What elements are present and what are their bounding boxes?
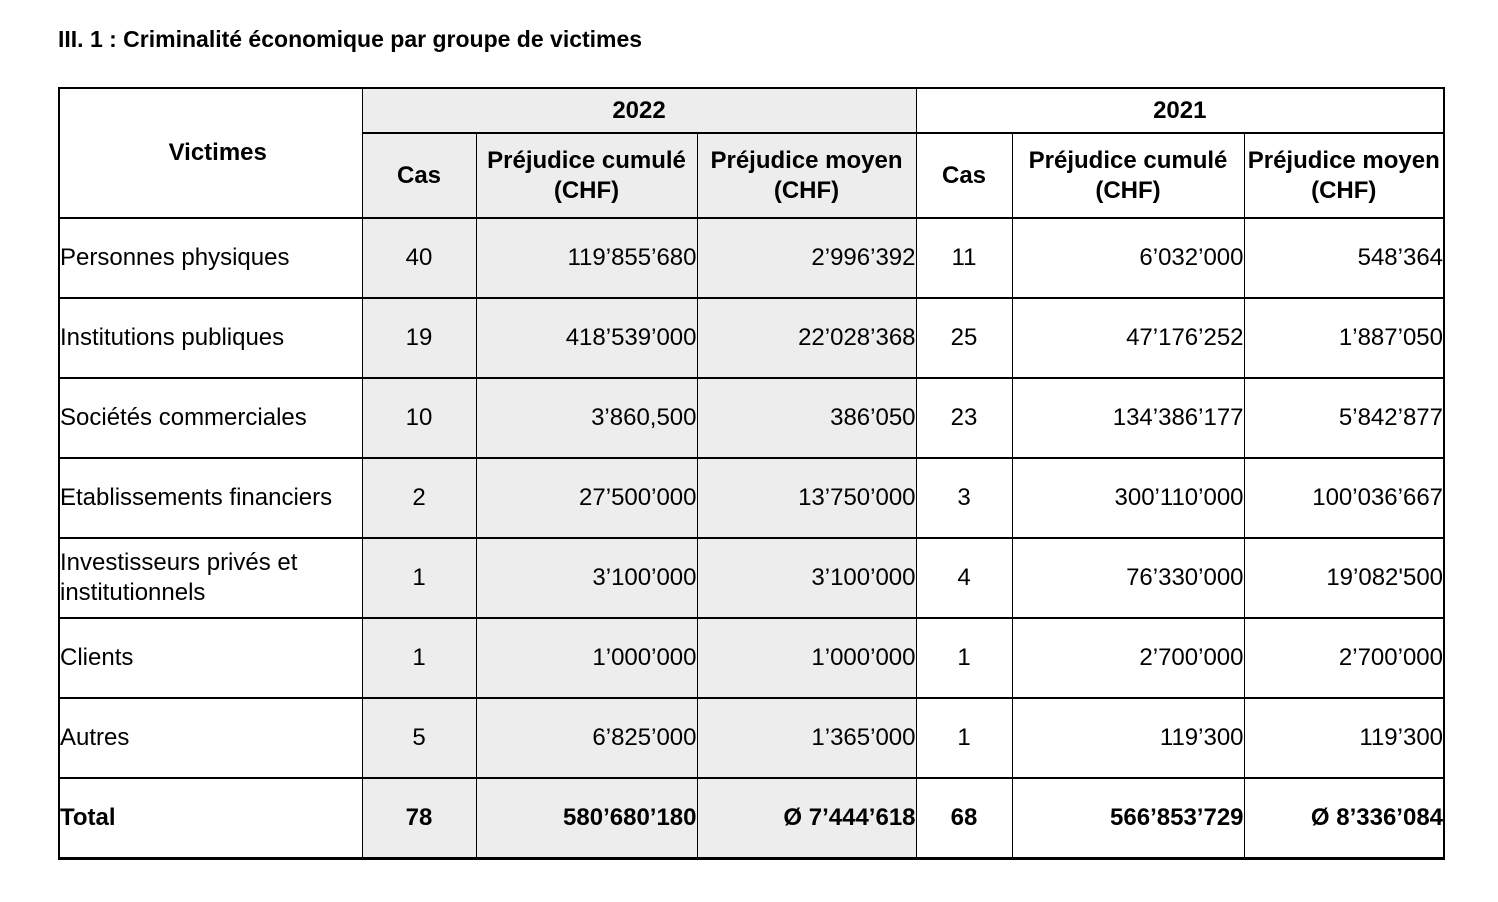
header-subcolumns-row: Cas Préjudice cumulé (CHF) Préjudice moy…	[59, 132, 1445, 219]
total-cumule-2021: 566’853’729	[1011, 777, 1245, 859]
cas-2022-value: 40	[361, 217, 477, 299]
table-row: Autres 5 6’825’000 1’365’000 1 119’300 1…	[58, 697, 1445, 779]
moyen-2021-value: 1’887’050	[1243, 297, 1445, 379]
cas-2021-value: 4	[915, 537, 1013, 619]
total-cas-2021: 68	[915, 777, 1013, 859]
cas-2021-value: 3	[915, 457, 1013, 539]
moyen-2021-value: 5’842’877	[1243, 377, 1445, 459]
cumule-2022-value: 1’000’000	[475, 617, 698, 699]
column-header-cumule-2021: Préjudice cumulé (CHF)	[1011, 132, 1245, 219]
cas-2022-value: 1	[361, 617, 477, 699]
moyen-2022-value: 3’100’000	[696, 537, 917, 619]
cumule-2021-value: 2’700’000	[1011, 617, 1245, 699]
cumule-2021-value: 47’176’252	[1011, 297, 1245, 379]
cas-2022-value: 10	[361, 377, 477, 459]
row-label: Clients	[58, 617, 363, 699]
cumule-2021-value: 76’330’000	[1011, 537, 1245, 619]
row-label: Autres	[58, 697, 363, 779]
table-row: Sociétés commerciales 10 3’860,500 386’0…	[58, 377, 1445, 459]
moyen-2022-value: 1’365’000	[696, 697, 917, 779]
table-row: Clients 1 1’000’000 1’000’000 1 2’700’00…	[58, 617, 1445, 699]
moyen-2022-value: 1’000’000	[696, 617, 917, 699]
page-title: III. 1 : Criminalité économique par grou…	[58, 26, 643, 52]
row-label: Etablissements financiers	[58, 457, 363, 539]
cas-2022-value: 5	[361, 697, 477, 779]
cumule-2021-value: 134’386’177	[1011, 377, 1245, 459]
moyen-2022-value: 2’996’392	[696, 217, 917, 299]
cas-2021-value: 23	[915, 377, 1013, 459]
row-label: Investisseurs privés et institutionnels	[58, 537, 363, 619]
row-label: Personnes physiques	[58, 217, 363, 299]
cas-2021-value: 1	[915, 617, 1013, 699]
cumule-2022-value: 27’500’000	[475, 457, 698, 539]
total-label: Total	[58, 777, 363, 859]
cumule-2022-value: 3’860,500	[475, 377, 698, 459]
moyen-2021-value: 100’036’667	[1243, 457, 1445, 539]
cumule-2021-value: 300’110’000	[1011, 457, 1245, 539]
table-row: Investisseurs privés et institutionnels …	[58, 537, 1445, 619]
table-total-row: Total 78 580’680’180 Ø 7’444’618 68 566’…	[58, 777, 1445, 859]
column-header-cas-2021: Cas	[915, 132, 1013, 219]
column-group-2021: 2021	[915, 87, 1445, 134]
column-group-2022: 2022	[361, 87, 917, 134]
moyen-2021-value: 2’700’000	[1243, 617, 1445, 699]
moyen-2022-value: 13’750’000	[696, 457, 917, 539]
cas-2021-value: 11	[915, 217, 1013, 299]
moyen-2021-value: 119’300	[1243, 697, 1445, 779]
cumule-2022-value: 6’825’000	[475, 697, 698, 779]
cumule-2022-value: 418’539’000	[475, 297, 698, 379]
table-row: Institutions publiques 19 418’539’000 22…	[58, 297, 1445, 379]
total-cumule-2022: 580’680’180	[475, 777, 698, 859]
column-header-victimes: Victimes	[58, 87, 363, 219]
cumule-2022-value: 3’100’000	[475, 537, 698, 619]
column-header-moyen-2021: Préjudice moyen (CHF)	[1243, 132, 1445, 219]
victims-statistics-table: Victimes 2022 2021 Cas Préjudice cumulé …	[58, 87, 1446, 860]
total-moyen-2021: Ø 8’336’084	[1243, 777, 1445, 859]
table-row: Etablissements financiers 2 27’500’000 1…	[58, 457, 1445, 539]
moyen-2022-value: 386’050	[696, 377, 917, 459]
cas-2022-value: 2	[361, 457, 477, 539]
header-year-row: Victimes 2022 2021	[58, 87, 1445, 219]
column-header-cas-2022: Cas	[361, 132, 477, 219]
row-label: Institutions publiques	[58, 297, 363, 379]
cumule-2022-value: 119’855’680	[475, 217, 698, 299]
cumule-2021-value: 6’032’000	[1011, 217, 1245, 299]
moyen-2022-value: 22’028’368	[696, 297, 917, 379]
moyen-2021-value: 548’364	[1243, 217, 1445, 299]
cas-2021-value: 1	[915, 697, 1013, 779]
total-cas-2022: 78	[361, 777, 477, 859]
cas-2021-value: 25	[915, 297, 1013, 379]
row-label: Sociétés commerciales	[58, 377, 363, 459]
cas-2022-value: 19	[361, 297, 477, 379]
moyen-2021-value: 19’082'500	[1243, 537, 1445, 619]
column-header-moyen-2022: Préjudice moyen (CHF)	[696, 132, 917, 219]
table-row: Personnes physiques 40 119’855’680 2’996…	[58, 217, 1445, 299]
cas-2022-value: 1	[361, 537, 477, 619]
cumule-2021-value: 119’300	[1011, 697, 1245, 779]
column-header-cumule-2022: Préjudice cumulé (CHF)	[475, 132, 698, 219]
total-moyen-2022: Ø 7’444’618	[696, 777, 917, 859]
